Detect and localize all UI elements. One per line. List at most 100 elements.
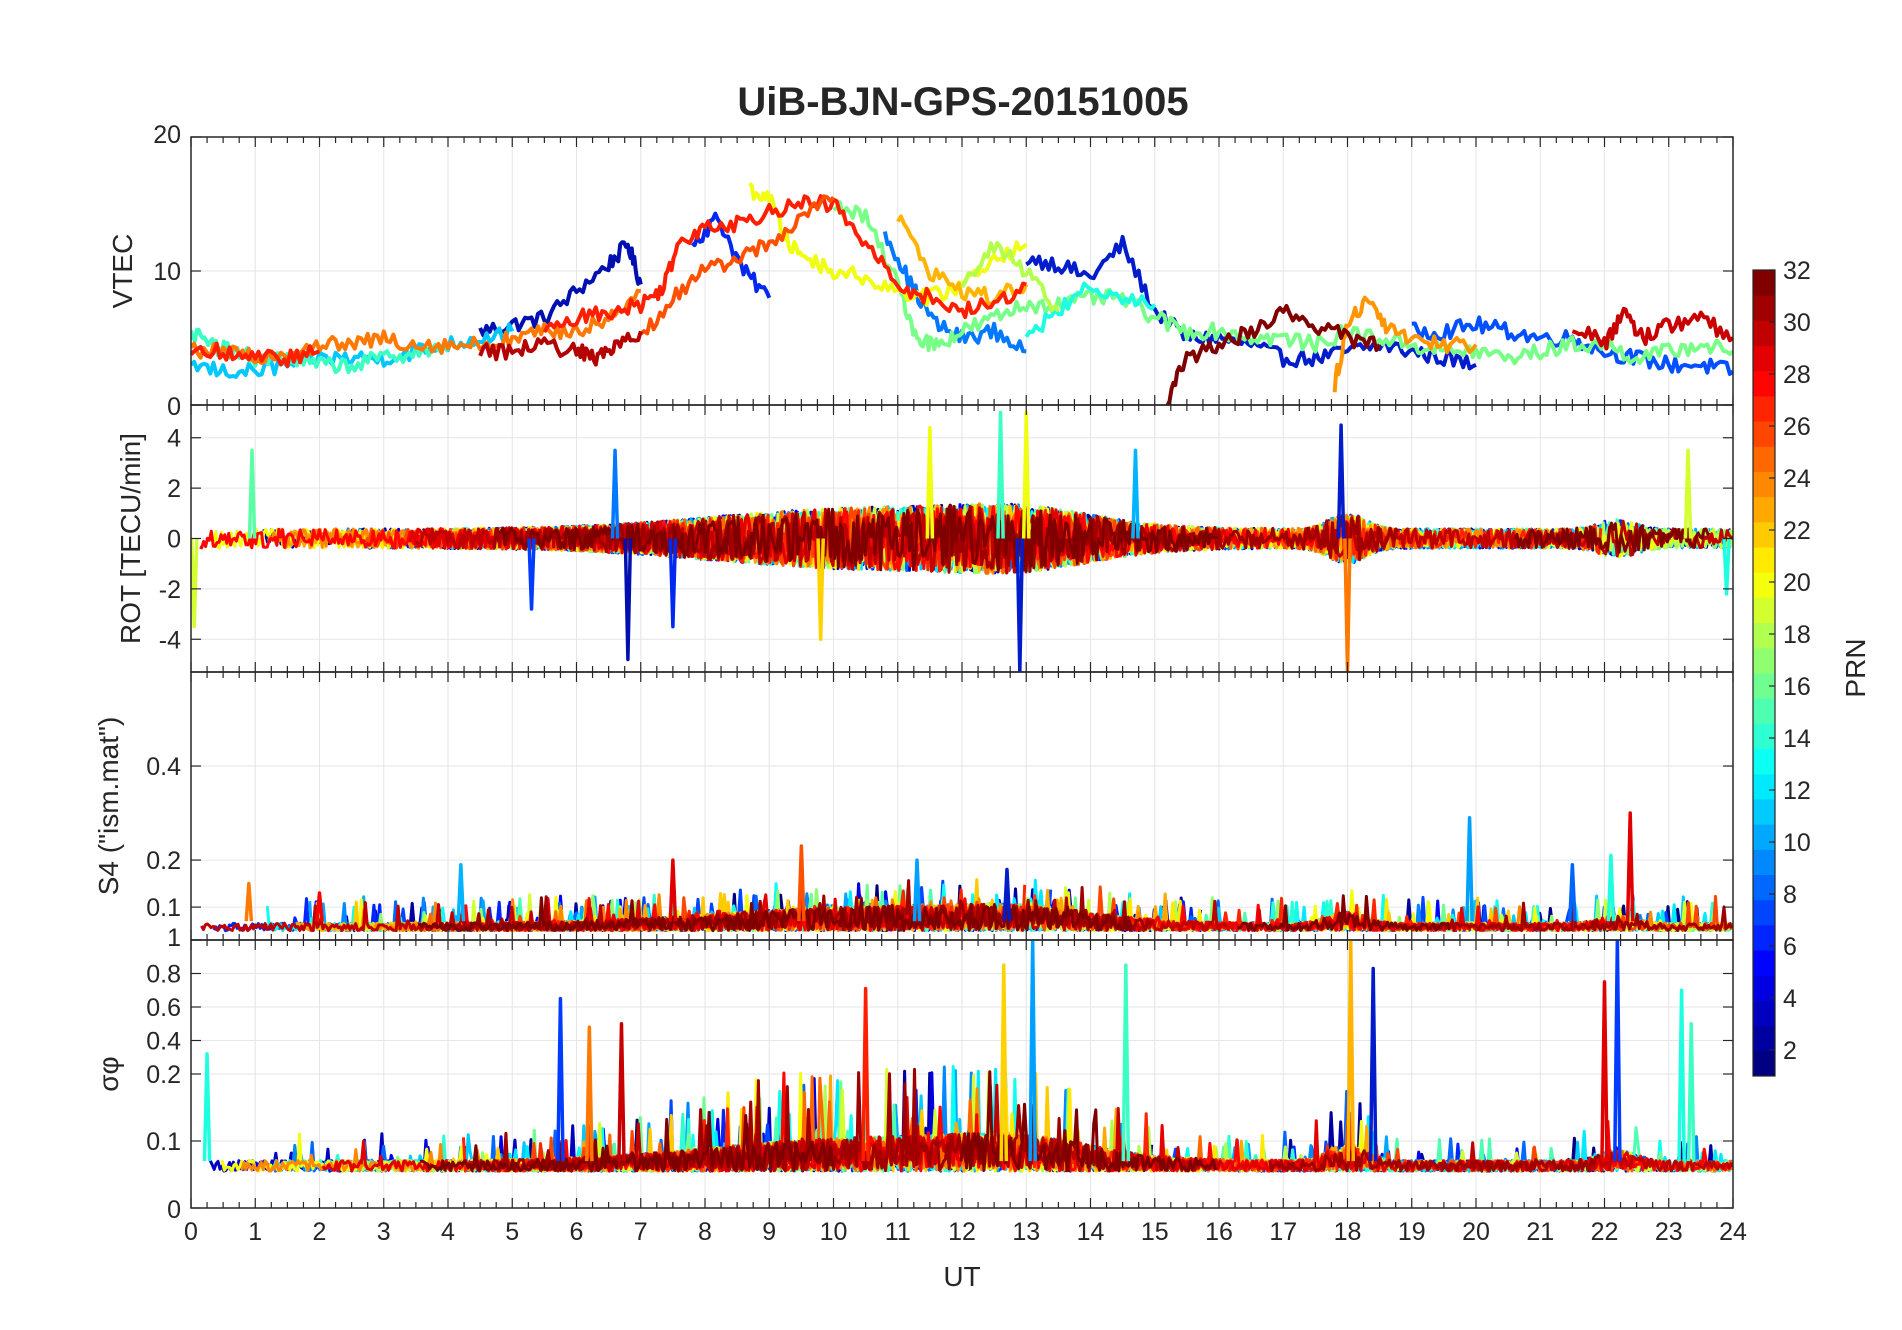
y-tick-label: 0: [167, 1196, 181, 1224]
spike-prn-29: [668, 858, 678, 922]
spike-prn-14: [202, 1052, 212, 1162]
vtec-series-prn-27: [191, 341, 321, 368]
vtec-series-prn-17: [832, 200, 1733, 366]
y-axis-label-s4: S4 ("ism.mat"): [93, 717, 124, 896]
vtec-series-prn-27: [542, 194, 1027, 334]
spike-prn-21: [816, 538, 825, 642]
x-tick-label: 17: [1269, 1218, 1297, 1246]
vtec-series-prn-2: [478, 240, 643, 338]
spike-prn-15: [1686, 1022, 1696, 1162]
spike-prn-15: [1121, 963, 1131, 1162]
y-tick-label: -4: [159, 626, 181, 654]
x-ticks: [190, 405, 1734, 672]
spike-prn-14: [1606, 853, 1616, 922]
noise-series-prn-30: [1418, 1141, 1733, 1173]
noise-series-prn-32: [1236, 894, 1451, 932]
noise-series-prn-31: [1268, 1149, 1601, 1173]
x-tick-label: 6: [570, 1218, 584, 1246]
x-tick-label: 15: [1141, 1218, 1169, 1246]
x-tick-label: 21: [1526, 1218, 1554, 1246]
colorbar-tick-label: 26: [1783, 413, 1811, 441]
spike-prn-15: [996, 410, 1005, 539]
vtec-series-prn-8: [882, 231, 1027, 354]
colorbar-tick-label: 14: [1783, 725, 1811, 753]
colorbar-cell: [1753, 521, 1775, 548]
x-tick-label: 1: [248, 1218, 262, 1246]
spike-prn-4: [668, 538, 678, 629]
spike-prn-30: [617, 1022, 626, 1162]
spike-prn-14: [1722, 538, 1731, 596]
vtec-series-prn-18: [960, 240, 1061, 313]
y-tick-label: 0: [167, 393, 181, 421]
colorbar-cell: [1753, 899, 1775, 926]
spike-prn-11: [456, 863, 466, 922]
spike-prn-3: [1368, 966, 1378, 1162]
x-tick-label: 8: [698, 1218, 712, 1246]
plot-area: [191, 410, 1733, 672]
y-tick-label: 20: [153, 121, 181, 149]
spike-prn-29: [1600, 980, 1609, 1162]
plot-area: [200, 811, 1733, 933]
plot-area: [202, 940, 1733, 1173]
vtec-series-prn-24: [191, 288, 641, 366]
x-ticks: [190, 672, 1734, 940]
x-ticks: [190, 137, 1734, 405]
colorbar-cell: [1753, 320, 1775, 347]
y-tick-label: 0.1: [146, 1128, 181, 1156]
x-tick-label: 5: [505, 1218, 519, 1246]
colorbar-cell: [1753, 270, 1775, 296]
y-tick-label: 0: [167, 526, 181, 554]
spike-prn-19: [191, 538, 199, 629]
y-tick-labels: -4 -2 0 2 4: [159, 425, 1733, 654]
noise-series: [200, 878, 1733, 933]
x-axis-label: UT: [943, 1261, 980, 1292]
colorbar-tick-label: 4: [1783, 985, 1797, 1013]
colorbar-cell: [1753, 748, 1775, 775]
y-axis-label-sigma_phi: σφ: [93, 1056, 124, 1091]
vtec-series-prn-4: [690, 211, 772, 299]
y-tick-label: 0.2: [146, 847, 181, 875]
x-tick-label: 0: [184, 1218, 198, 1246]
noise-series: [199, 502, 1733, 575]
colorbar-cell: [1753, 698, 1775, 724]
colorbar-tick-label: 8: [1783, 881, 1797, 909]
x-tick-label: 12: [948, 1218, 976, 1246]
colorbar-cell: [1753, 370, 1775, 397]
plot-area: [191, 182, 1733, 405]
colorbar-cell: [1753, 874, 1775, 901]
colorbar-cell: [1753, 572, 1775, 598]
colorbar-cell: [1753, 950, 1775, 976]
x-tick-label: 7: [634, 1218, 648, 1246]
y-tick-label: 0.4: [146, 753, 181, 781]
x-tick-label: 24: [1719, 1218, 1747, 1246]
spike-prn-8: [610, 448, 620, 539]
colorbar-tick-label: 22: [1783, 517, 1811, 545]
spike-prn-7: [1568, 863, 1577, 922]
chart-title: UiB-BJN-GPS-20151005: [737, 80, 1188, 124]
spike-prn-13: [1677, 988, 1686, 1162]
colorbar-cell: [1753, 1050, 1775, 1077]
x-tick-label: 13: [1012, 1218, 1040, 1246]
spike-prn-5: [556, 996, 565, 1162]
colorbar-cell: [1753, 547, 1775, 573]
spike-prn-10: [912, 858, 922, 922]
colorbar-cell: [1753, 824, 1775, 850]
spike-prn-21: [999, 963, 1009, 1162]
y-tick-label: 0.8: [146, 961, 181, 989]
colorbar-tick-label: 10: [1783, 829, 1811, 857]
vtec-series-prn-22: [896, 214, 1029, 306]
spike-prn-2: [623, 538, 633, 662]
colorbar-cell: [1753, 471, 1775, 498]
y-tick-label: 0.4: [146, 1028, 181, 1056]
x-tick-label: 20: [1462, 1218, 1490, 1246]
spike-prn-3: [1015, 538, 1025, 672]
colorbar-tick-label: 6: [1783, 933, 1797, 961]
x-tick-labels: 0 1 2 3 4 5 6 7 8 9 10 11 12 13 14 15 16 17 18 19 20 21 22 23 24: [184, 1218, 1747, 1246]
colorbar-cell: [1753, 345, 1775, 372]
y-tick-labels: 0 0.1 0.2 0.4 0.6 0.8 1: [146, 924, 1733, 1224]
spike-prn-24: [1343, 538, 1352, 672]
spike-prn-24: [585, 1025, 594, 1162]
